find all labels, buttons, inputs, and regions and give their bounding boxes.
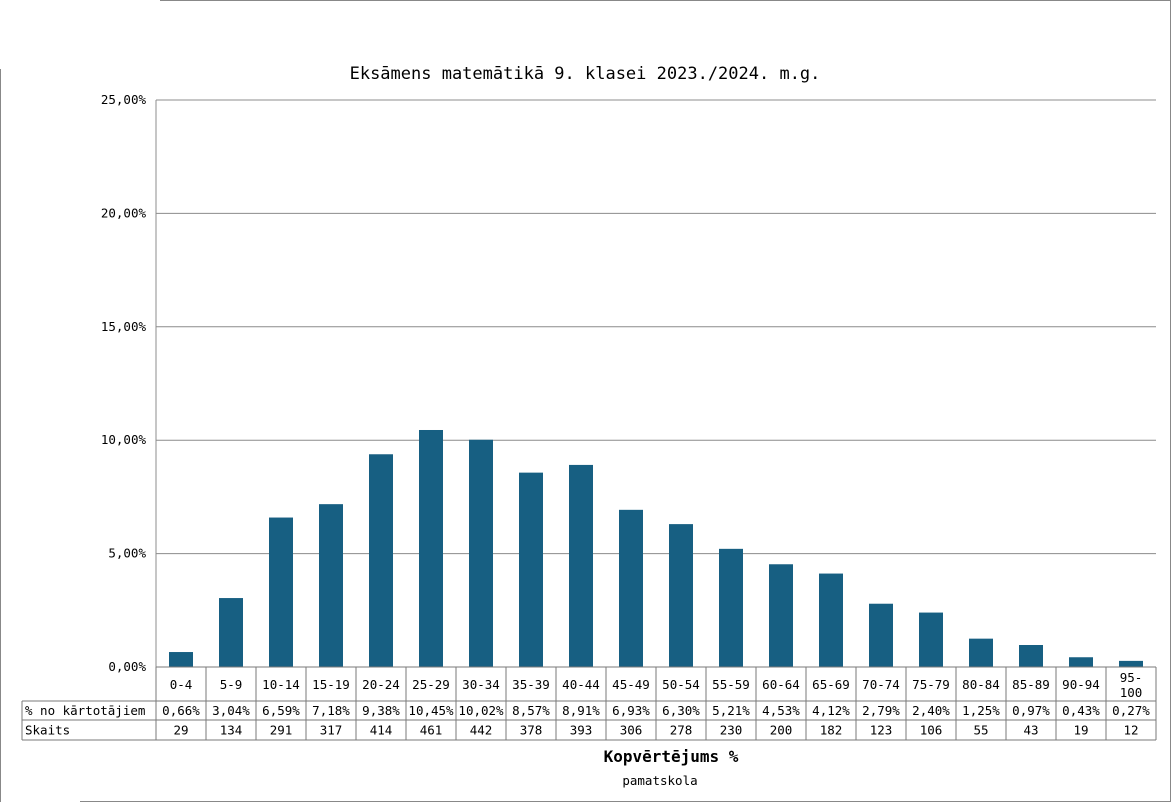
y-tick-label: 0,00% [108,659,146,674]
percent-row-cell: 8,91% [562,703,600,718]
percent-row-cell: 2,79% [862,703,900,718]
percent-row-cell: 6,30% [662,703,700,718]
x-category-label: 55-59 [712,677,750,692]
count-row-cell: 230 [720,723,743,738]
chart-subtitle: pamatskola [622,773,697,788]
count-row-label: Skaits [25,723,70,738]
bar [869,603,893,667]
percent-row-cell: 2,40% [912,703,950,718]
percent-row-cell: 7,18% [312,703,350,718]
frame-left-border [0,69,1,802]
x-category-label: 50-54 [662,677,700,692]
bar [669,524,693,667]
count-row-cell: 278 [670,723,693,738]
x-category-label: 85-89 [1012,677,1050,692]
bar [619,509,643,667]
y-tick-label: 25,00% [101,92,147,107]
count-row-cell: 106 [920,723,943,738]
percent-row-cell: 10,02% [458,703,504,718]
y-tick-label: 5,00% [108,546,146,561]
chart-title: Eksāmens matemātikā 9. klasei 2023./2024… [350,64,821,84]
x-category-label: 60-64 [762,677,800,692]
count-row-cell: 19 [1073,723,1088,738]
x-category-label: 95-100 [1120,670,1143,700]
count-row-cell: 442 [470,723,493,738]
percent-row-cell: 0,27% [1112,703,1150,718]
percent-row-cell: 8,57% [512,703,550,718]
bar [969,638,993,667]
count-row-cell: 461 [420,723,443,738]
bar [569,464,593,667]
x-category-label: 80-84 [962,677,1000,692]
percent-row-cell: 4,53% [762,703,800,718]
x-category-label: 20-24 [362,677,400,692]
percent-row-cell: 0,43% [1062,703,1100,718]
x-category-label: 90-94 [1062,677,1100,692]
percent-row-label: % no kārtotājiem [25,703,145,718]
percent-row-cell: 5,21% [712,703,750,718]
bar [419,429,443,667]
x-category-label: 65-69 [812,677,850,692]
x-category-label: 40-44 [562,677,600,692]
x-axis-title: Kopvērtējums % [604,747,739,766]
bar [1119,660,1143,667]
count-row-cell: 29 [173,723,188,738]
x-category-label: 35-39 [512,677,550,692]
bar [519,472,543,667]
bar [719,548,743,667]
bar [369,454,393,667]
count-row-cell: 55 [973,723,988,738]
bar [769,564,793,667]
count-row-cell: 200 [770,723,793,738]
bar [819,573,843,667]
percent-row-cell: 0,66% [162,703,200,718]
bar [169,652,193,667]
percent-row-cell: 4,12% [812,703,850,718]
x-category-label: 70-74 [862,677,900,692]
bar [269,517,293,667]
bar [319,504,343,667]
y-tick-label: 20,00% [101,205,147,220]
frame-top-border [160,0,1171,1]
x-category-label: 75-79 [912,677,950,692]
bar [1069,657,1093,667]
bar [469,439,493,667]
count-row-cell: 317 [320,723,343,738]
bar [1019,645,1043,667]
x-category-label: 10-14 [262,677,300,692]
y-tick-label: 15,00% [101,319,147,334]
x-category-label: 30-34 [462,677,500,692]
bar [219,598,243,667]
count-row-cell: 393 [570,723,593,738]
percent-row-cell: 9,38% [362,703,400,718]
count-row-cell: 43 [1023,723,1038,738]
x-category-label: 5-9 [220,677,243,692]
count-row-cell: 291 [270,723,293,738]
percent-row-cell: 0,97% [1012,703,1050,718]
count-row-cell: 123 [870,723,893,738]
count-row-cell: 414 [370,723,393,738]
y-tick-label: 10,00% [101,432,147,447]
bar [919,612,943,667]
x-category-label: 25-29 [412,677,450,692]
x-category-label: 0-4 [170,677,193,692]
percent-row-cell: 3,04% [212,703,250,718]
count-row-cell: 306 [620,723,643,738]
count-row-cell: 378 [520,723,543,738]
percent-row-cell: 1,25% [962,703,1000,718]
count-row-cell: 134 [220,723,243,738]
percent-row-cell: 6,93% [612,703,650,718]
x-category-label: 15-19 [312,677,350,692]
percent-row-cell: 6,59% [262,703,300,718]
percent-row-cell: 10,45% [408,703,454,718]
count-row-cell: 12 [1123,723,1138,738]
count-row-cell: 182 [820,723,843,738]
x-category-label: 45-49 [612,677,650,692]
